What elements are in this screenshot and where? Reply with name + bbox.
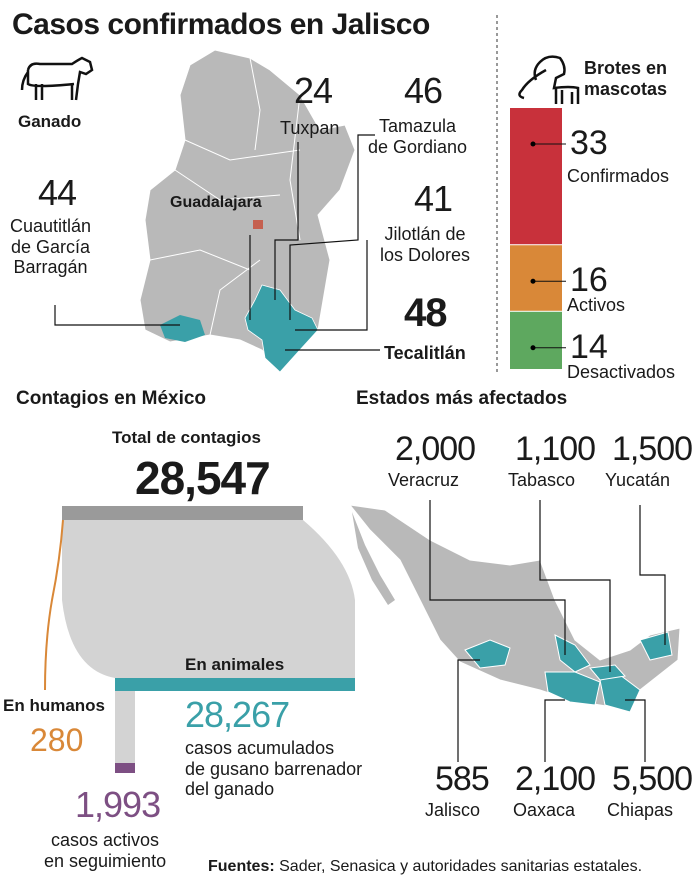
muni-value: 41	[414, 178, 453, 219]
line: casos activos	[51, 830, 160, 850]
pet-name: Activos	[567, 295, 626, 316]
sankey	[44, 506, 355, 773]
pet-value: 33	[570, 124, 608, 162]
line: mascotas	[584, 78, 668, 99]
pet-value: 16	[570, 261, 608, 300]
state-name: Oaxaca	[513, 800, 576, 820]
state-value: 5,500	[612, 760, 693, 798]
line: de García	[11, 236, 91, 257]
muni-name: Tamazula de Gordiano	[368, 116, 467, 157]
bar-segment	[510, 311, 562, 369]
humans-value: 280	[30, 722, 84, 758]
states-title: Estados más afectados	[356, 388, 568, 409]
total-label: Total de contagios	[112, 428, 261, 447]
line: Tuxpan	[280, 118, 340, 138]
muni-value: 46	[404, 70, 443, 111]
line: Barragán	[13, 257, 88, 278]
animals-value: 28,267	[185, 694, 290, 735]
muni-value: 24	[294, 70, 333, 111]
ganado-label: Ganado	[18, 112, 82, 131]
state-value: 2,100	[515, 760, 596, 798]
title: Casos confirmados en Jalisco	[12, 8, 430, 41]
muni-name: Tuxpan	[280, 118, 339, 139]
jalisco-map	[54, 49, 380, 373]
pet-value: 14	[570, 327, 608, 366]
line: Jilotlán de	[384, 224, 466, 244]
line: de Gordiano	[368, 136, 468, 157]
line: de gusano barrenador	[185, 758, 363, 779]
cow-icon	[20, 56, 94, 101]
muni-name: Tecalitlán	[384, 343, 466, 364]
line: casos acumulados	[185, 738, 335, 758]
bar-segment	[510, 245, 562, 311]
line: Cuautitlán	[10, 216, 92, 236]
state-value: 2,000	[395, 430, 476, 468]
pets-title: Brotes en mascotas	[584, 58, 667, 99]
line: Brotes en	[584, 58, 668, 78]
guadalajara-area	[253, 220, 263, 229]
source-text: Sader, Senasica y autoridades sanitarias…	[279, 858, 643, 875]
muni-name: Jilotlán de los Dolores	[380, 224, 470, 265]
line: los Dolores	[380, 244, 471, 265]
pet-name: Confirmados	[567, 166, 670, 186]
mexico-map	[348, 500, 681, 762]
source: Fuentes: Sader, Senasica y autoridades s…	[208, 858, 642, 876]
pointer-dot	[530, 278, 536, 284]
pet-bar	[510, 108, 566, 369]
bar-segment	[510, 108, 562, 245]
line: del ganado	[185, 779, 275, 800]
pet-name: Desactivados	[567, 361, 676, 382]
state-name: Jalisco	[425, 800, 481, 820]
animals-label: En animales	[185, 655, 285, 674]
state-name: Tabasco	[508, 470, 576, 490]
line: en seguimiento	[44, 850, 167, 871]
state-name: Veracruz	[388, 470, 460, 490]
total-value: 28,547	[135, 452, 271, 504]
state-name: Chiapas	[607, 800, 674, 820]
mexico-title: Contagios en México	[16, 388, 207, 409]
animals-desc: casos acumulados de gusano barrenador del …	[185, 738, 362, 800]
active-desc: casos activos en seguimiento	[44, 830, 166, 871]
state-value: 585	[435, 760, 490, 798]
pointer-dot	[530, 141, 536, 147]
state-name: Yucatán	[605, 470, 671, 490]
state-value: 1,100	[515, 430, 596, 468]
line: Tamazula	[379, 116, 457, 136]
state-value: 1,500	[612, 430, 693, 468]
dog-icon	[518, 55, 580, 104]
active-value: 1,993	[75, 784, 161, 825]
muni-value: 44	[38, 172, 77, 213]
muni-name: Cuautitlán de García Barragán	[10, 216, 91, 278]
capital-label: Guadalajara	[170, 194, 262, 211]
pointer-dot	[530, 345, 536, 351]
humans-label: En humanos	[3, 696, 106, 715]
muni-value: 48	[404, 291, 447, 335]
line: Tecalitlán	[384, 343, 466, 363]
source-label: Fuentes:	[208, 858, 275, 875]
